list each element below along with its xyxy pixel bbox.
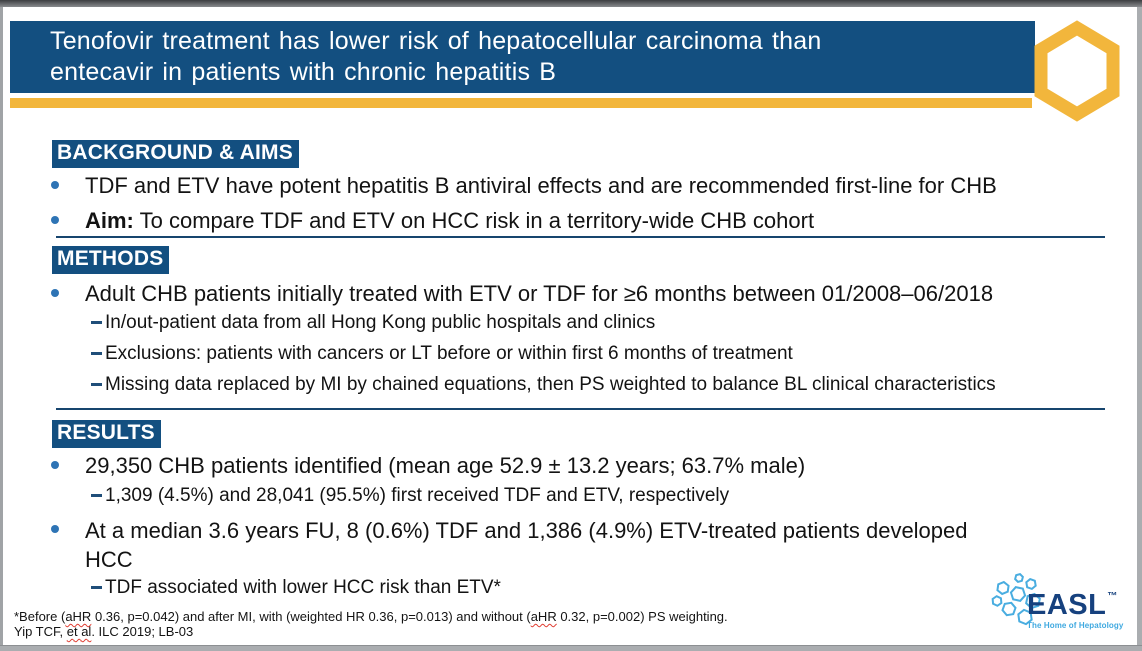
bullet-text: TDF and ETV have potent hepatitis B anti… <box>85 173 997 198</box>
footnote-text: 0.32, p=0.002) PS weighting. <box>556 609 728 624</box>
accent-bar <box>10 98 1032 108</box>
hexagon-icon <box>1034 20 1120 122</box>
citation-text: Yip TCF, <box>14 624 67 639</box>
bullet-text-rest: To compare TDF and ETV on HCC risk in a … <box>133 208 815 233</box>
bullet-marker-icon <box>51 461 59 469</box>
trademark-symbol: ™ <box>1107 591 1118 602</box>
footnote-text: *Before ( <box>14 609 66 624</box>
sub-bullet-item: 1,309 (4.5%) and 28,041 (95.5%) first re… <box>91 484 1116 507</box>
dash-marker-icon <box>91 383 102 386</box>
citation-spellcheck-text: et al <box>66 624 92 639</box>
footnote-line-1: *Before (aHR 0.36, p=0.042) and after MI… <box>14 609 728 624</box>
footnote-text: 0.36, p=0.042) and after MI, with (weigh… <box>91 609 531 624</box>
section-divider <box>56 408 1105 410</box>
dash-marker-icon <box>91 352 102 355</box>
frame-left-edge <box>0 7 3 651</box>
bullet-marker-icon <box>51 289 59 297</box>
sub-bullet-text: Exclusions: patients with cancers or LT … <box>105 343 793 364</box>
frame-bottom-edge <box>0 645 1142 651</box>
bullet-text: At a median 3.6 years FU, 8 (0.6%) TDF a… <box>85 518 968 572</box>
bullet-item: Adult CHB patients initially treated wit… <box>48 280 1110 308</box>
sub-bullet-text: TDF associated with lower HCC risk than … <box>105 577 501 598</box>
bullet-item: At a median 3.6 years FU, 8 (0.6%) TDF a… <box>48 516 1110 574</box>
easl-tagline: The Home of Hepatology <box>1027 621 1124 630</box>
sub-bullet-text: Missing data replaced by MI by chained e… <box>105 374 996 395</box>
sub-bullet-item: TDF associated with lower HCC risk than … <box>91 576 1116 599</box>
dash-marker-icon <box>91 586 102 589</box>
bullet-marker-icon <box>51 525 59 533</box>
easl-wordmark-text: EASL <box>1027 589 1107 621</box>
sub-bullet-item: In/out-patient data from all Hong Kong p… <box>91 311 1116 334</box>
section-label-background-aims: BACKGROUND & AIMS <box>52 140 299 168</box>
bullet-item: Aim: To compare TDF and ETV on HCC risk … <box>48 207 1110 235</box>
bullet-text-bold: Aim: <box>85 208 134 233</box>
dash-marker-icon <box>91 494 102 497</box>
sub-bullet-item: Missing data replaced by MI by chained e… <box>91 373 1116 396</box>
frame-right-edge <box>1137 7 1142 651</box>
frame-top-edge <box>0 0 1142 7</box>
bullet-marker-icon <box>51 216 59 224</box>
section-label-results: RESULTS <box>52 420 161 448</box>
citation-text: . ILC 2019; LB-03 <box>91 624 194 639</box>
header-band <box>10 21 1035 93</box>
bullet-item: 29,350 CHB patients identified (mean age… <box>48 452 1110 480</box>
citation-line: Yip TCF, et al. ILC 2019; LB-03 <box>14 624 728 639</box>
bullet-text: Adult CHB patients initially treated wit… <box>85 281 994 306</box>
sub-bullet-item: Exclusions: patients with cancers or LT … <box>91 342 1116 365</box>
bullet-text: 29,350 CHB patients identified (mean age… <box>85 453 806 478</box>
footnote: *Before (aHR 0.36, p=0.042) and after MI… <box>14 609 728 639</box>
slide-title: Tenofovir treatment has lower risk of he… <box>50 27 822 86</box>
footnote-spellcheck-text: aHR <box>530 609 557 624</box>
footnote-spellcheck-text: aHR <box>65 609 92 624</box>
sub-bullet-text: 1,309 (4.5%) and 28,041 (95.5%) first re… <box>105 485 730 506</box>
section-divider <box>56 236 1105 238</box>
sub-bullet-text: In/out-patient data from all Hong Kong p… <box>105 312 656 333</box>
easl-wordmark: EASL™ <box>1027 589 1118 622</box>
bullet-marker-icon <box>51 181 59 189</box>
bullet-text: Aim: To compare TDF and ETV on HCC risk … <box>85 207 1110 235</box>
section-label-methods: METHODS <box>52 246 170 274</box>
bullet-item: TDF and ETV have potent hepatitis B anti… <box>48 172 1110 200</box>
dash-marker-icon <box>91 321 102 324</box>
